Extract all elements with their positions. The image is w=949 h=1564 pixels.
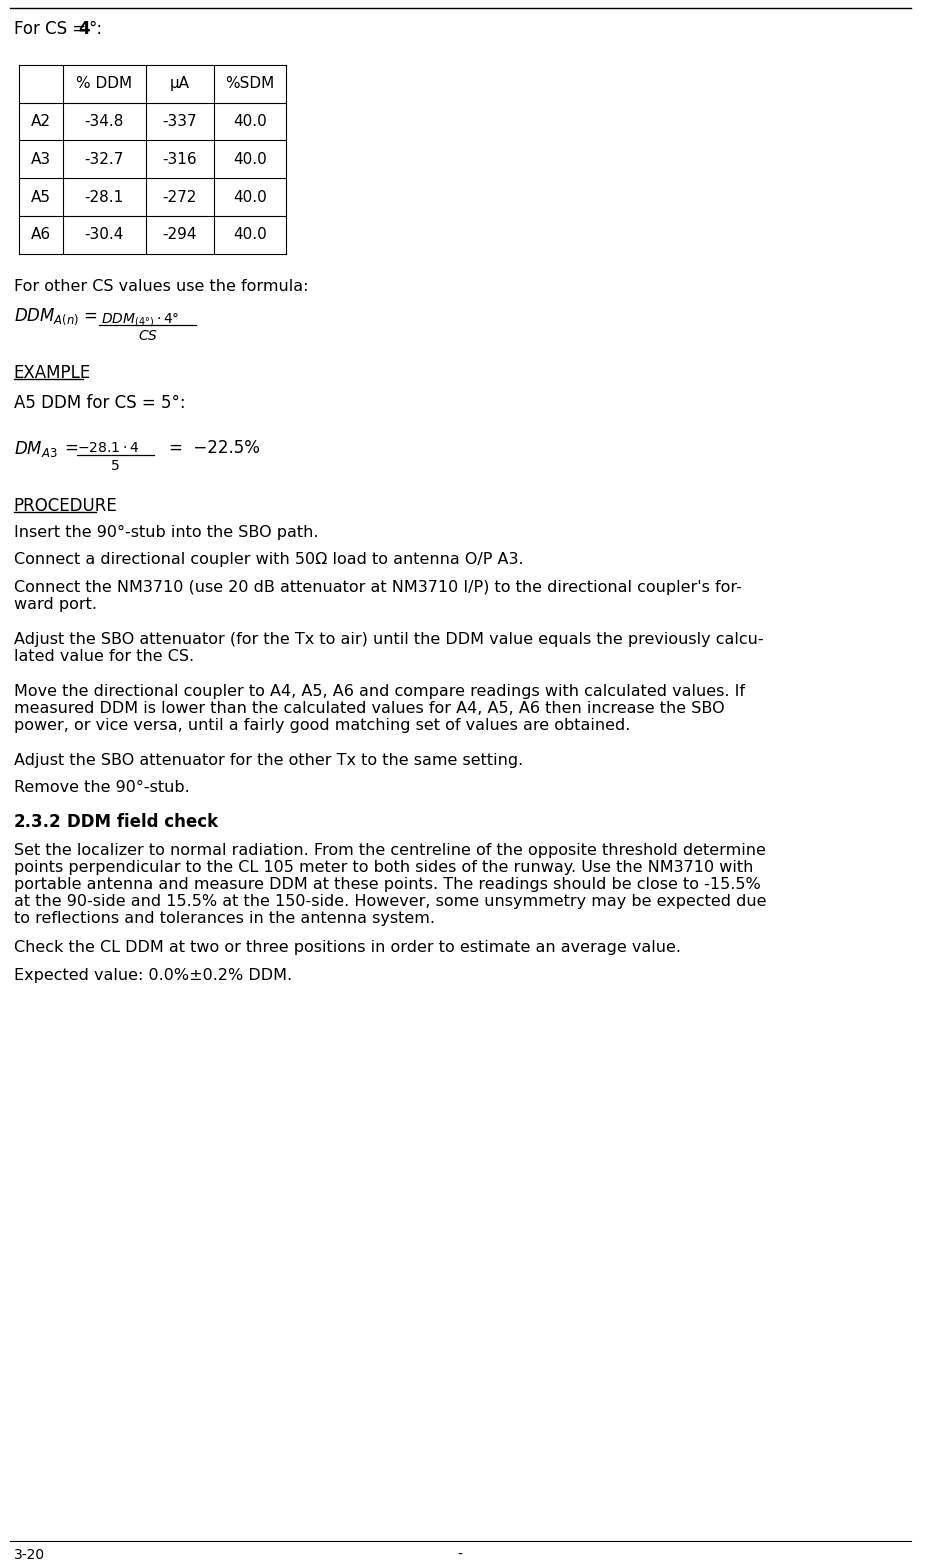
- Text: -294: -294: [162, 227, 196, 242]
- Text: $DM_{A3}$: $DM_{A3}$: [13, 439, 57, 458]
- Text: Adjust the SBO attenuator for the other Tx to the same setting.: Adjust the SBO attenuator for the other …: [13, 752, 523, 768]
- Text: =  −22.5%: = −22.5%: [169, 439, 260, 457]
- Text: A5: A5: [31, 189, 51, 205]
- Text: -: -: [457, 1548, 462, 1562]
- Text: -28.1: -28.1: [84, 189, 124, 205]
- Text: power, or vice versa, until a fairly good matching set of values are obtained.: power, or vice versa, until a fairly goo…: [13, 718, 630, 734]
- Text: =: =: [84, 307, 98, 325]
- Text: =: =: [65, 439, 78, 457]
- Text: points perpendicular to the CL 105 meter to both sides of the runway. Use the NM: points perpendicular to the CL 105 meter…: [13, 860, 753, 876]
- Text: measured DDM is lower than the calculated values for A4, A5, A6 then increase th: measured DDM is lower than the calculate…: [13, 701, 724, 716]
- Text: °:: °:: [88, 20, 102, 38]
- Text: EXAMPLE: EXAMPLE: [13, 364, 91, 382]
- Text: -316: -316: [162, 152, 196, 167]
- Text: μA: μA: [170, 77, 190, 91]
- Text: Set the localizer to normal radiation. From the centreline of the opposite thres: Set the localizer to normal radiation. F…: [13, 843, 766, 859]
- Text: 5: 5: [111, 458, 120, 472]
- Text: 4: 4: [79, 20, 90, 38]
- Text: %SDM: %SDM: [225, 77, 274, 91]
- Text: 40.0: 40.0: [233, 114, 267, 128]
- Text: -32.7: -32.7: [84, 152, 124, 167]
- Text: Expected value: 0.0%±0.2% DDM.: Expected value: 0.0%±0.2% DDM.: [13, 968, 291, 982]
- Text: Move the directional coupler to A4, A5, A6 and compare readings with calculated : Move the directional coupler to A4, A5, …: [13, 683, 745, 699]
- Text: Adjust the SBO attenuator (for the Tx to air) until the DDM value equals the pre: Adjust the SBO attenuator (for the Tx to…: [13, 632, 763, 647]
- Text: A5 DDM for CS = 5°:: A5 DDM for CS = 5°:: [13, 394, 185, 413]
- Text: For CS =: For CS =: [13, 20, 91, 38]
- Text: ward port.: ward port.: [13, 597, 97, 612]
- Text: DDM field check: DDM field check: [67, 813, 218, 832]
- Text: 3-20: 3-20: [13, 1548, 45, 1562]
- Text: -337: -337: [162, 114, 196, 128]
- Text: -30.4: -30.4: [84, 227, 124, 242]
- Text: Check the CL DDM at two or three positions in order to estimate an average value: Check the CL DDM at two or three positio…: [13, 940, 680, 954]
- Text: % DDM: % DDM: [76, 77, 133, 91]
- Text: -34.8: -34.8: [84, 114, 124, 128]
- Text: 2.3.2: 2.3.2: [13, 813, 62, 832]
- Text: A6: A6: [31, 227, 51, 242]
- Text: PROCEDURE: PROCEDURE: [13, 497, 118, 515]
- Text: Connect the NM3710 (use 20 dB attenuator at NM3710 I/P) to the directional coupl: Connect the NM3710 (use 20 dB attenuator…: [13, 580, 741, 596]
- Text: portable antenna and measure DDM at these points. The readings should be close t: portable antenna and measure DDM at thes…: [13, 877, 760, 891]
- Text: For other CS values use the formula:: For other CS values use the formula:: [13, 278, 308, 294]
- Text: A3: A3: [31, 152, 51, 167]
- Text: Connect a directional coupler with 50Ω load to antenna O/P A3.: Connect a directional coupler with 50Ω l…: [13, 552, 523, 568]
- Text: Insert the 90°-stub into the SBO path.: Insert the 90°-stub into the SBO path.: [13, 524, 318, 540]
- Text: $DDM_{A(n)}$: $DDM_{A(n)}$: [13, 307, 79, 327]
- Text: 40.0: 40.0: [233, 227, 267, 242]
- Text: to reflections and tolerances in the antenna system.: to reflections and tolerances in the ant…: [13, 910, 435, 926]
- Text: A2: A2: [31, 114, 51, 128]
- Text: 40.0: 40.0: [233, 189, 267, 205]
- Text: $CS$: $CS$: [138, 328, 158, 343]
- Text: $-28.1 \cdot 4$: $-28.1 \cdot 4$: [77, 441, 140, 455]
- Text: 40.0: 40.0: [233, 152, 267, 167]
- Text: lated value for the CS.: lated value for the CS.: [13, 649, 194, 665]
- Text: $DDM_{(4°)} \cdot 4°$: $DDM_{(4°)} \cdot 4°$: [101, 311, 179, 328]
- Text: -272: -272: [162, 189, 196, 205]
- Text: Remove the 90°-stub.: Remove the 90°-stub.: [13, 780, 190, 796]
- Text: at the 90-side and 15.5% at the 150-side. However, some unsymmetry may be expect: at the 90-side and 15.5% at the 150-side…: [13, 895, 766, 909]
